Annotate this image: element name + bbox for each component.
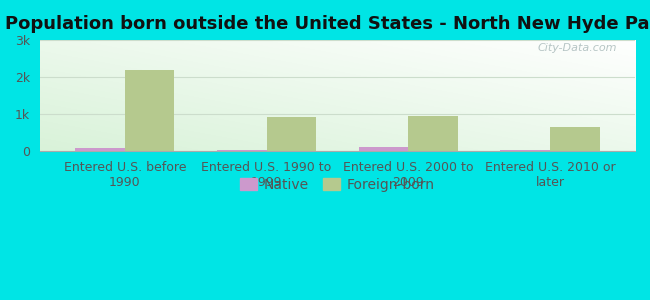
Legend: Native, Foreign-born: Native, Foreign-born (235, 172, 440, 197)
Bar (550, 127, 599, 151)
Title: Population born outside the United States - North New Hyde Park: Population born outside the United State… (5, 15, 650, 33)
Bar (408, 116, 458, 151)
Text: City-Data.com: City-Data.com (538, 44, 617, 53)
Bar (500, 150, 550, 151)
Bar (75, 148, 125, 151)
Bar (217, 150, 266, 151)
Bar (359, 147, 408, 151)
Bar (266, 117, 316, 151)
Bar (125, 70, 174, 151)
